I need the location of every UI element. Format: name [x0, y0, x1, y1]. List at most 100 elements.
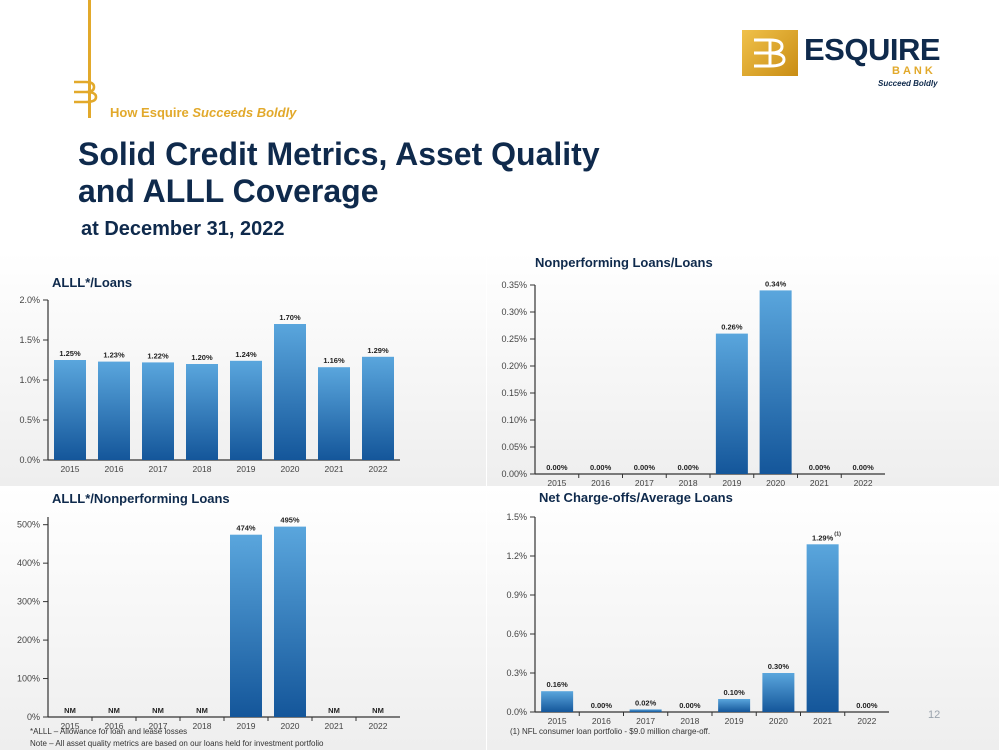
x-tick-label: 2021 — [325, 464, 344, 474]
x-tick-label: 2022 — [369, 721, 388, 731]
page-title-line2: and ALLL Coverage — [78, 173, 379, 209]
y-tick-label: 400% — [17, 558, 40, 568]
x-tick-label: 2016 — [105, 464, 124, 474]
chart-title: ALLL*/Loans — [52, 275, 132, 290]
footnote-alll-definition: *ALLL – Allowance for loan and lease los… — [30, 727, 188, 736]
x-tick-label: 2017 — [635, 478, 654, 486]
x-tick-label: 2020 — [769, 716, 788, 726]
data-label: 1.23% — [103, 351, 125, 360]
data-label: NM — [152, 706, 164, 715]
bar — [54, 360, 86, 460]
x-tick-label: 2021 — [325, 721, 344, 731]
x-tick-label: 2017 — [149, 721, 168, 731]
y-tick-label: 0.15% — [501, 388, 527, 398]
logo-tagline: Succeed Boldly — [878, 79, 938, 88]
data-label: 0.00% — [634, 463, 656, 472]
gold-accent-line — [88, 0, 91, 118]
bar — [142, 362, 174, 460]
x-tick-label: 2021 — [810, 478, 829, 486]
eb-monogram-icon — [74, 80, 98, 104]
x-tick-label: 2016 — [105, 721, 124, 731]
x-tick-label: 2022 — [857, 716, 876, 726]
chart-net-chargeoffs: Net Charge-offs/Average Loans 0.0% 0.3% 0.6… — [487, 487, 999, 750]
x-tick-label: 2018 — [679, 478, 698, 486]
x-tick-label: 2015 — [61, 464, 80, 474]
y-tick-label: 0.9% — [506, 590, 527, 600]
data-label: 0.00% — [856, 701, 878, 710]
y-tick-label: 500% — [17, 520, 40, 530]
bar — [362, 356, 394, 460]
chart-svg: ALLL*/Nonperforming Loans 0% 100% 200% 300% 4… — [0, 487, 486, 750]
chart-alll-loans: ALLL*/Loans 0.0% 0.5% 1.0% 1.5% 2.0% 2015 1.25%… — [0, 252, 486, 486]
x-tick-label: 2015 — [547, 478, 566, 486]
x-tick-label: 2016 — [592, 716, 611, 726]
x-tick-label: 2017 — [149, 464, 168, 474]
y-tick-label: 2.0% — [19, 295, 40, 305]
data-label: 0.00% — [852, 463, 874, 472]
bar — [230, 534, 262, 717]
data-label: 474% — [236, 524, 256, 533]
data-label: 0.00% — [590, 463, 612, 472]
chart-title: ALLL*/Nonperforming Loans — [52, 491, 230, 506]
y-tick-label: 100% — [17, 674, 40, 684]
y-tick-label: 0.25% — [501, 334, 527, 344]
data-label: NM — [196, 706, 208, 715]
logo-wordmark: ESQUIRE — [804, 32, 941, 67]
x-tick-label: 2018 — [193, 464, 212, 474]
tagline: How Esquire Succeeds Boldly — [110, 105, 296, 120]
x-tick-label: 2020 — [281, 721, 300, 731]
data-label: 1.20% — [191, 353, 213, 362]
data-label: 1.22% — [147, 351, 169, 360]
bar — [806, 544, 839, 712]
footnote-note: Note – All asset quality metrics are bas… — [30, 739, 324, 748]
bar — [762, 673, 795, 712]
y-tick-label: 0.0% — [506, 707, 527, 717]
y-tick-label: 300% — [17, 597, 40, 607]
data-label: 1.29% — [367, 346, 389, 355]
bar — [186, 364, 218, 460]
y-tick-label: 1.5% — [19, 335, 40, 345]
logo-mark — [742, 30, 798, 76]
data-label: 1.70% — [279, 313, 301, 322]
data-label: 1.24% — [235, 350, 257, 359]
y-tick-label: 0.3% — [506, 668, 527, 678]
data-label-superscript: (1) — [834, 531, 841, 537]
x-tick-label: 2019 — [237, 464, 256, 474]
x-tick-label: 2019 — [237, 721, 256, 731]
y-tick-label: 0.05% — [501, 442, 527, 452]
y-tick-label: 0.00% — [501, 469, 527, 479]
y-tick-label: 0.35% — [501, 280, 527, 290]
data-label: 1.29% — [812, 533, 834, 542]
y-tick-label: 1.2% — [506, 551, 527, 561]
data-label: 0.30% — [768, 662, 790, 671]
data-label: 0.00% — [591, 701, 613, 710]
bar — [715, 333, 748, 474]
data-label: 0.34% — [765, 279, 787, 288]
y-tick-label: 0% — [27, 712, 40, 722]
page-number: 12 — [928, 709, 941, 721]
data-label: 495% — [280, 516, 300, 525]
tagline-prefix: How Esquire — [110, 105, 189, 120]
x-tick-label: 2018 — [193, 721, 212, 731]
x-tick-label: 2017 — [636, 716, 655, 726]
x-tick-label: 2015 — [61, 721, 80, 731]
data-label: 0.26% — [721, 323, 743, 332]
chart-alll-nonperforming: ALLL*/Nonperforming Loans 0% 100% 200% 300% 4… — [0, 487, 486, 750]
page-title-line1: Solid Credit Metrics, Asset Quality — [78, 136, 600, 172]
y-tick-label: 0.5% — [19, 415, 40, 425]
footnote-nfl: (1) NFL consumer loan portfolio - $9.0 m… — [510, 727, 711, 736]
data-label: 0.00% — [546, 463, 568, 472]
y-tick-label: 0.30% — [501, 307, 527, 317]
x-tick-label: 2022 — [854, 478, 873, 486]
y-tick-label: 0.6% — [506, 629, 527, 639]
chart-title: Nonperforming Loans/Loans — [535, 255, 713, 270]
data-label: 0.02% — [635, 698, 657, 707]
data-label: 1.16% — [323, 356, 345, 365]
data-label: NM — [372, 706, 384, 715]
bar — [98, 361, 130, 460]
logo-bank-text: BANK — [892, 65, 936, 77]
bar — [274, 526, 306, 717]
bar — [541, 691, 574, 712]
x-tick-label: 2020 — [281, 464, 300, 474]
tagline-emphasis: Succeeds Boldly — [192, 105, 297, 120]
